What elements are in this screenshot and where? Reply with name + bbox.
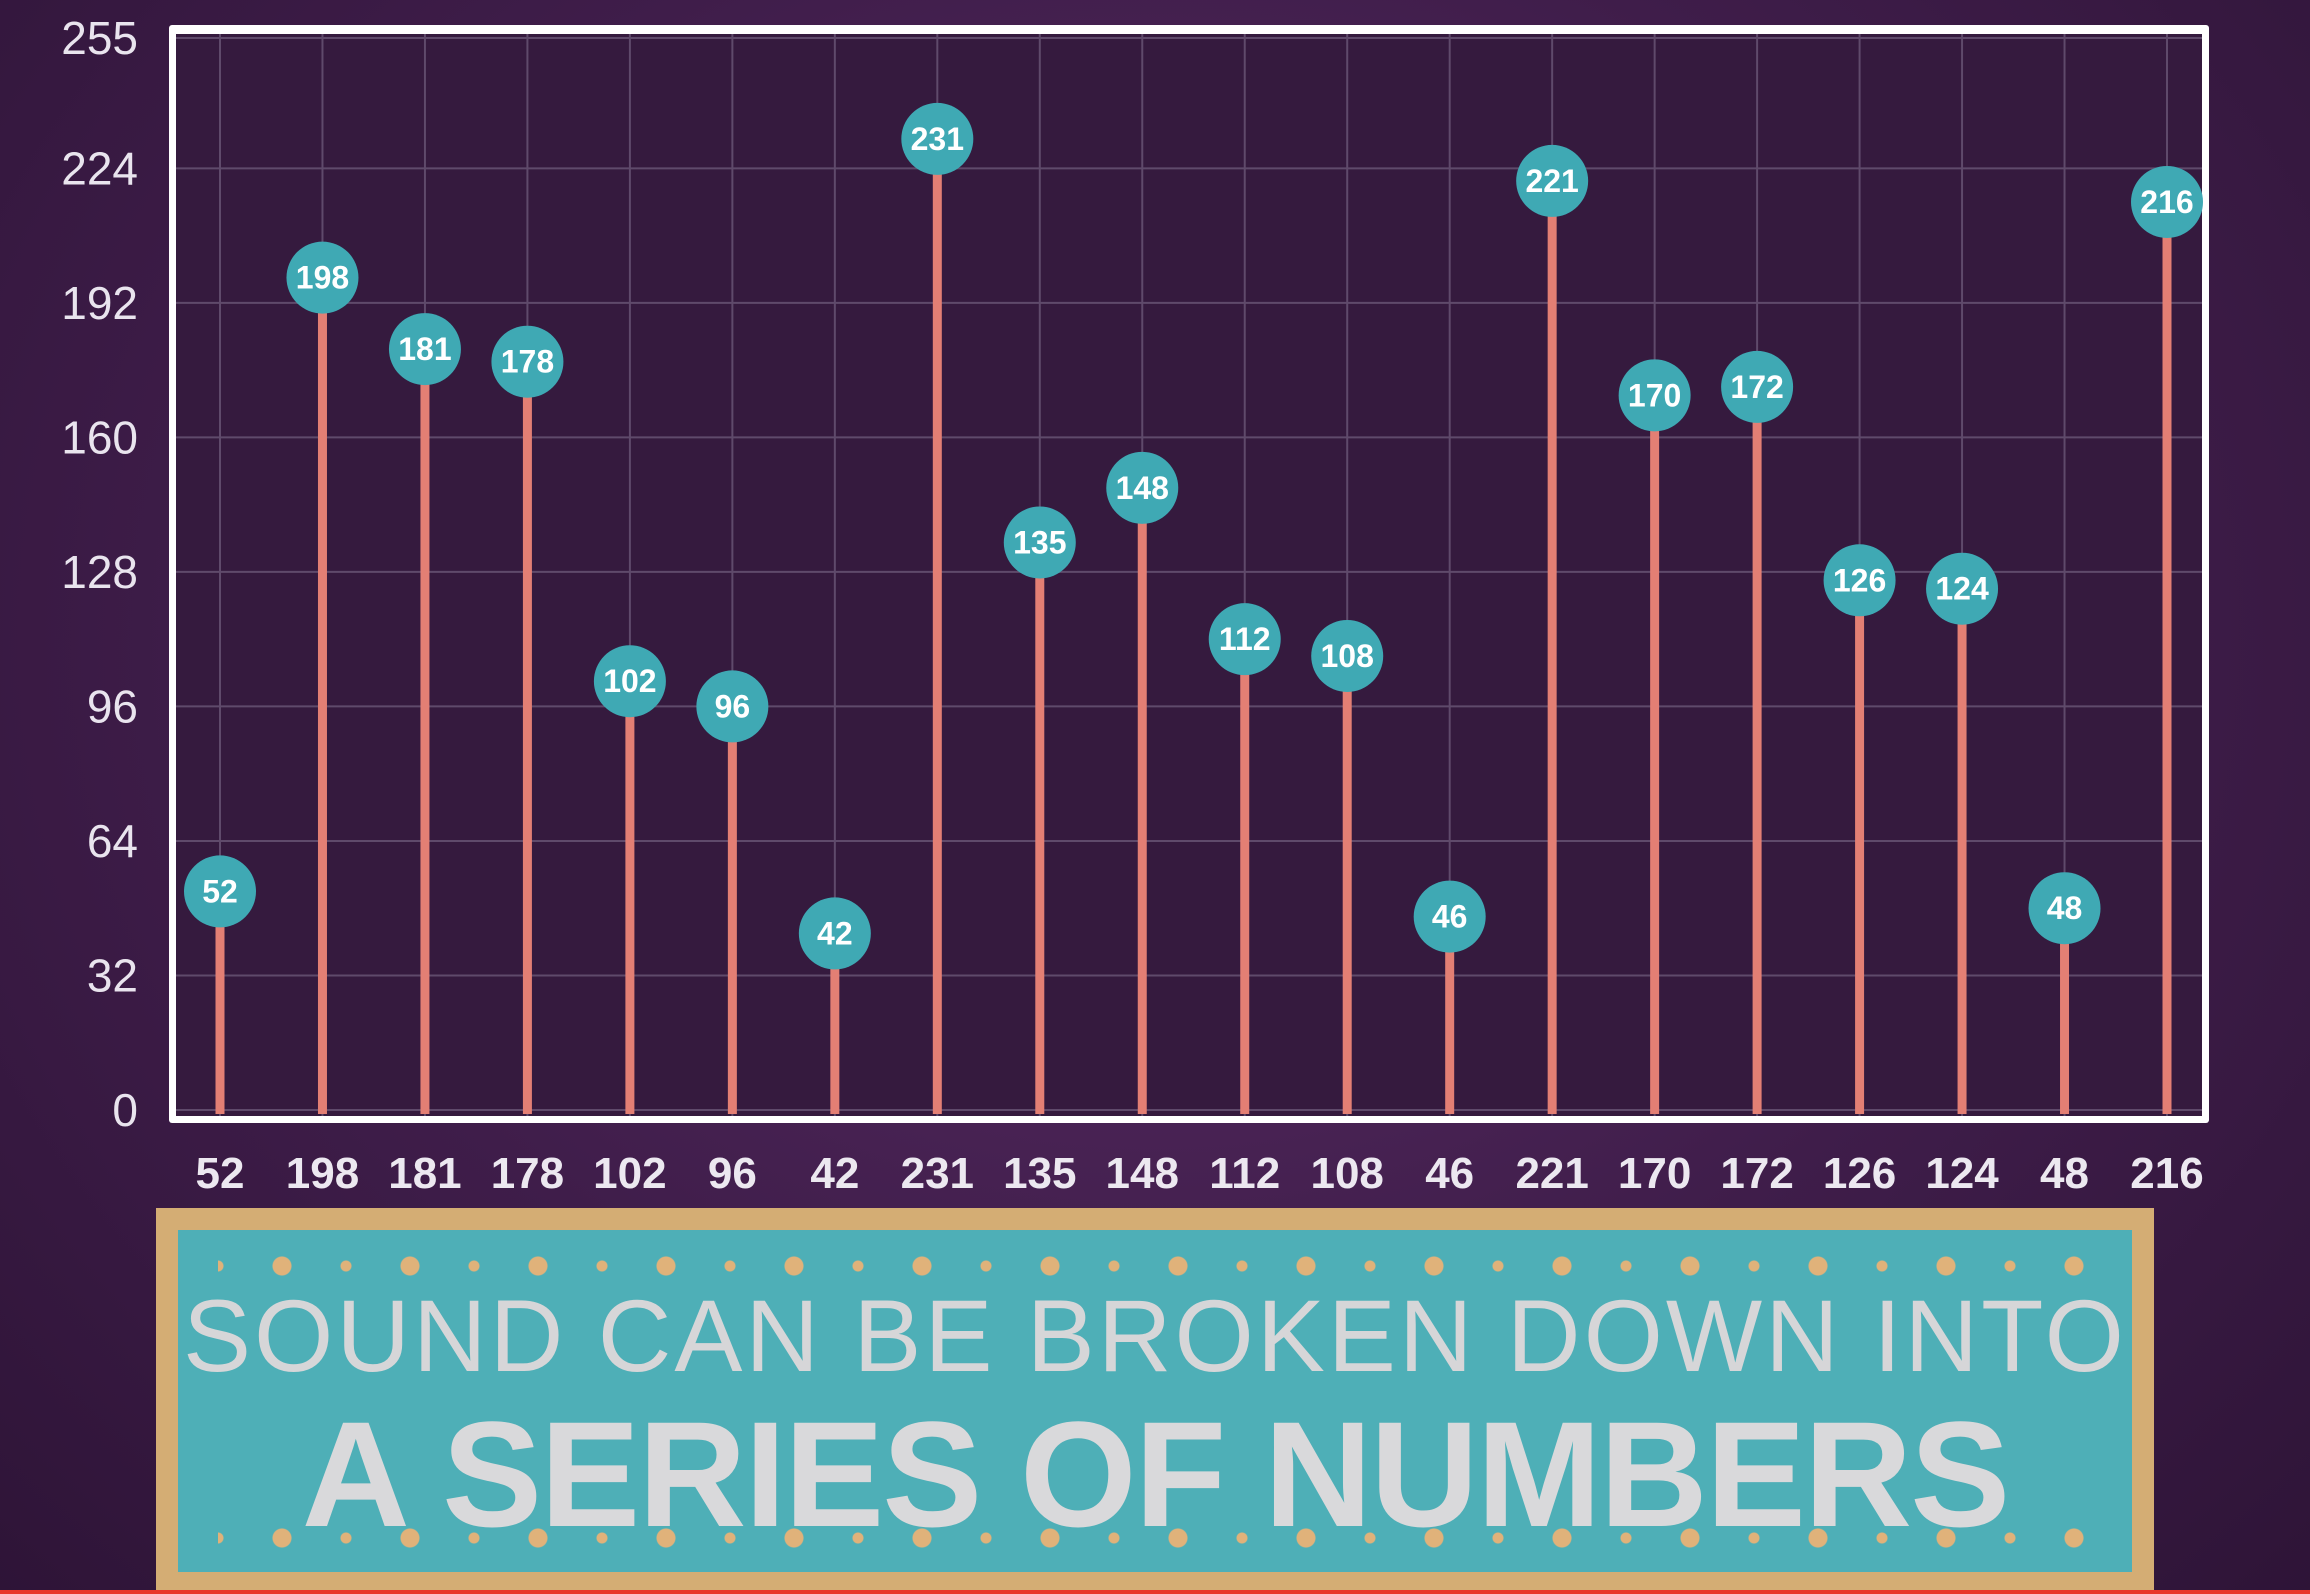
data-point (184, 855, 256, 928)
data-point (1106, 451, 1179, 524)
x-tick-label: 221 (1515, 1149, 1588, 1198)
data-label: 221 (1525, 163, 1578, 199)
x-tick-label: 108 (1310, 1149, 1383, 1198)
y-tick-label: 32 (87, 949, 138, 1001)
data-point (1926, 552, 1999, 625)
data-point (2131, 165, 2203, 238)
y-tick-label: 192 (61, 277, 138, 329)
data-point (1413, 880, 1486, 953)
data-label: 96 (715, 688, 751, 724)
data-label: 178 (501, 344, 554, 380)
y-tick-label: 128 (61, 546, 138, 598)
y-tick-label: 64 (87, 815, 138, 867)
x-tick-label: 231 (901, 1149, 974, 1198)
x-tick-label: 46 (1425, 1149, 1474, 1198)
data-point (1311, 619, 1384, 692)
data-label: 126 (1833, 562, 1886, 598)
x-tick-label: 102 (593, 1149, 666, 1198)
data-point (1208, 603, 1281, 676)
data-label: 148 (1116, 470, 1169, 506)
data-point (1516, 144, 1589, 217)
x-tick-label: 198 (286, 1149, 359, 1198)
caption-banner-panel: SOUND CAN BE BROKEN DOWN INTO A SERIES O… (178, 1230, 2132, 1572)
data-point (1721, 350, 1794, 423)
data-label: 108 (1321, 638, 1374, 674)
y-tick-label: 224 (61, 142, 138, 194)
data-label: 112 (1219, 621, 1271, 657)
x-tick-label: 181 (388, 1149, 461, 1198)
stem-chart: 0 32 64 96 128 160 192 224 255 52 52 198 198 181 181 17… (61, 12, 2204, 1198)
banner-line-1: SOUND CAN BE BROKEN DOWN INTO (183, 1279, 2127, 1393)
data-point (1003, 506, 1076, 579)
data-label: 42 (817, 915, 853, 951)
data-label: 181 (398, 331, 451, 367)
data-label: 216 (2140, 184, 2193, 220)
data-point (798, 897, 871, 970)
x-tick-label: 172 (1720, 1149, 1793, 1198)
y-tick-label: 0 (112, 1084, 138, 1136)
x-tick-label: 216 (2130, 1149, 2203, 1198)
x-tick-label: 48 (2040, 1149, 2089, 1198)
x-tick-label: 52 (196, 1149, 245, 1198)
y-tick-label: 160 (61, 411, 138, 463)
x-tick-label: 126 (1823, 1149, 1896, 1198)
x-tick-label: 135 (1003, 1149, 1076, 1198)
y-tick-label: 255 (61, 12, 138, 64)
data-label: 46 (1432, 899, 1468, 935)
data-point (286, 241, 359, 314)
data-label: 48 (2047, 890, 2083, 926)
data-point (1823, 544, 1896, 617)
x-tick-label: 178 (491, 1149, 564, 1198)
data-label: 135 (1013, 524, 1066, 560)
banner-dots-bottom (218, 1526, 2092, 1550)
x-tick-label: 148 (1106, 1149, 1179, 1198)
data-label: 102 (603, 663, 656, 699)
plot-area (176, 34, 2202, 1116)
progress-bar-edge (0, 1590, 2310, 1594)
data-point (901, 102, 974, 175)
data-label: 52 (202, 873, 238, 909)
x-tick-label: 170 (1618, 1149, 1691, 1198)
data-label: 170 (1628, 377, 1681, 413)
data-label: 198 (296, 260, 349, 296)
data-label: 231 (911, 121, 964, 157)
data-label: 172 (1730, 369, 1783, 405)
x-tick-label: 42 (810, 1149, 859, 1198)
x-tick-label: 124 (1925, 1149, 1999, 1198)
x-tick-label: 96 (708, 1149, 757, 1198)
data-point (2028, 872, 2101, 945)
data-point (491, 325, 564, 398)
x-tick-label: 112 (1209, 1149, 1280, 1198)
data-point (696, 670, 769, 743)
y-tick-label: 96 (87, 680, 138, 732)
caption-banner: SOUND CAN BE BROKEN DOWN INTO A SERIES O… (156, 1208, 2154, 1594)
data-point (388, 313, 461, 386)
data-point (593, 645, 666, 718)
banner-dots-top (218, 1254, 2092, 1278)
data-label: 124 (1935, 571, 1989, 607)
data-point (1618, 359, 1691, 432)
